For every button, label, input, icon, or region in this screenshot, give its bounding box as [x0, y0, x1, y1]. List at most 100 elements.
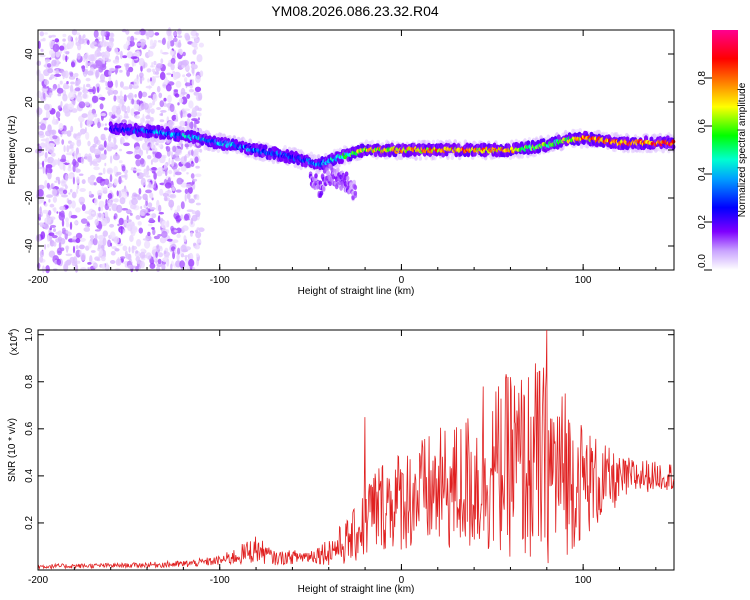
spectrogram-cell — [129, 234, 134, 243]
spectrogram-cell — [118, 160, 123, 164]
spectrogram-cell — [177, 102, 180, 106]
spectrogram-cell — [190, 173, 195, 179]
spectrogram-cell — [49, 216, 56, 220]
spectrogram-cell — [173, 169, 180, 173]
spectrogram-cell — [446, 155, 450, 161]
spectrogram-cell — [77, 152, 82, 158]
spectrogram-cell — [128, 83, 133, 90]
y-tick-label: 0.8 — [24, 374, 35, 388]
spectrogram-cell — [161, 37, 166, 46]
spectrogram-cell — [42, 166, 45, 174]
spectrogram-cell — [170, 263, 173, 270]
spectrogram-cell — [118, 217, 124, 226]
spectrogram-cell — [80, 156, 85, 164]
spectrogram-cell — [167, 80, 170, 83]
spectrogram-cell — [52, 43, 60, 53]
spectrogram-cell — [137, 259, 140, 265]
spectrogram-cell — [424, 155, 428, 161]
spectrogram-cell — [157, 258, 162, 264]
spectrogram-cell — [38, 130, 44, 136]
spectrogram-cell — [159, 113, 163, 116]
spectrogram-cell — [65, 173, 69, 182]
spectrogram-cell — [199, 148, 203, 153]
spectrogram-cell — [119, 197, 126, 205]
spectrogram-cell — [178, 98, 184, 104]
spectrogram-cell — [370, 139, 375, 145]
spectrogram-cell — [145, 85, 153, 89]
spectrogram-cell — [101, 185, 104, 193]
spectrogram-cell — [172, 145, 177, 153]
spectrogram-cell — [107, 193, 113, 200]
spectrogram-cell — [121, 28, 127, 33]
spectrogram-cell — [101, 34, 104, 43]
spectrogram-cell — [69, 144, 74, 149]
spectrogram-cell — [89, 158, 93, 166]
y-tick-label: 0 — [24, 147, 35, 153]
spectrogram-cell — [65, 51, 70, 55]
spectrogram-cell — [140, 41, 146, 47]
spectrogram-cell — [85, 60, 89, 69]
spectrogram-cell — [162, 192, 169, 197]
spectrogram-cell — [152, 228, 156, 236]
spectrogram-cell — [134, 154, 141, 160]
spectrogram-cell — [84, 127, 87, 133]
spectrogram-cell — [156, 107, 162, 110]
y-tick-label: -20 — [24, 190, 35, 205]
spectrogram-cell — [87, 70, 94, 76]
spectrogram-cell — [196, 238, 202, 246]
spectrogram-cell — [195, 253, 200, 258]
spectrogram-cell — [71, 29, 78, 36]
spectrogram-cell — [135, 250, 139, 254]
spectrogram-cell — [163, 102, 167, 107]
spectrogram-cell — [69, 84, 74, 94]
spectrogram-cell — [163, 196, 168, 202]
spectrogram-cell — [373, 151, 378, 158]
spectrogram-cell — [140, 102, 145, 111]
spectrogram-cell — [58, 122, 64, 131]
spectrogram-cell — [88, 240, 92, 249]
spectrogram-cell — [138, 227, 143, 234]
snr-ylabel: SNR (10 * v/v) — [7, 418, 18, 482]
spectrogram-cell — [158, 252, 163, 258]
x-tick-label: 100 — [575, 575, 592, 586]
spectrogram-cell — [119, 136, 125, 145]
spectrogram-cell — [43, 92, 46, 100]
spectrogram-cell — [196, 54, 203, 63]
spectrogram-cell — [671, 144, 676, 150]
spectrogram-cell — [472, 151, 477, 157]
spectrogram-cell — [103, 41, 110, 47]
spectrogram-cell — [219, 132, 223, 138]
spectrogram-cell — [113, 178, 118, 186]
spectrogram-cell — [126, 219, 132, 222]
spectrogram-cell — [154, 180, 157, 189]
spectrogram-cell — [52, 159, 59, 165]
spectrogram-cell — [71, 239, 77, 242]
spectrogram-cell — [78, 101, 86, 109]
y-tick-label: 20 — [24, 96, 35, 108]
spectrogram-cell — [140, 177, 146, 186]
spectrogram-cell — [145, 213, 150, 216]
spectrogram-cell — [158, 92, 163, 99]
spectrogram-cell — [53, 207, 57, 213]
spectrogram-cell — [145, 175, 151, 178]
spectrogram-cell — [225, 149, 229, 155]
spectrogram-cell — [135, 50, 141, 58]
snr-axes: -200 -100 0 100 0.2 0.4 0.6 0.8 1.0 — [24, 327, 674, 586]
spectrogram-cell — [216, 148, 221, 154]
spectrogram-cell — [159, 119, 165, 123]
spectrogram-cell — [352, 179, 357, 185]
spectrogram-cell — [100, 133, 106, 141]
spectrogram-cell — [75, 176, 80, 184]
spectrogram-cell — [195, 229, 199, 234]
spectrogram-cell — [44, 158, 48, 163]
spectrogram-cell — [190, 231, 193, 237]
spectrogram-cell — [124, 250, 128, 258]
spectrogram-cell — [167, 238, 173, 242]
spectrogram-cell — [73, 150, 76, 157]
y-tick-label: 0.2 — [24, 516, 35, 530]
spectrogram-cell — [68, 91, 75, 100]
spectrogram-cell — [161, 230, 168, 238]
spectrogram-cell — [65, 217, 69, 223]
spectrogram-cell — [93, 136, 99, 145]
spectrogram-cell — [54, 38, 60, 43]
